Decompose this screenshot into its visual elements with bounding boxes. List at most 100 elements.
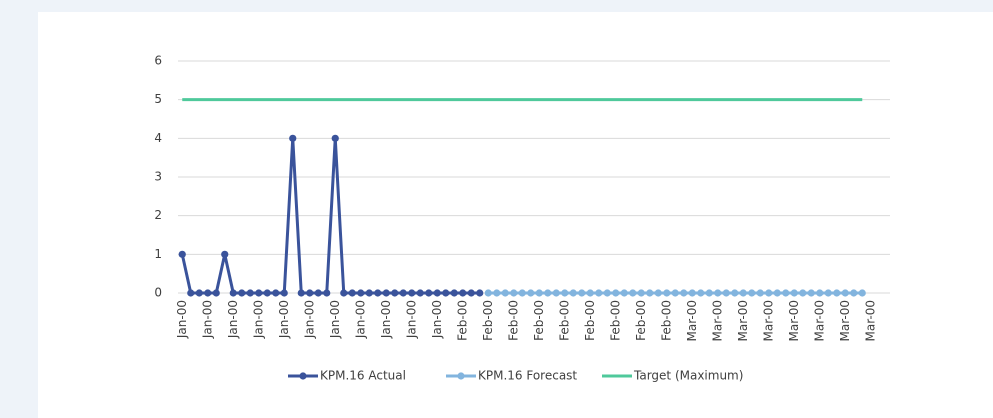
point: [773, 289, 781, 297]
x-tick-label: Mar-00: [685, 300, 699, 341]
point: [178, 250, 186, 258]
point: [331, 134, 339, 142]
point: [187, 289, 195, 297]
point: [663, 289, 671, 297]
point: [705, 289, 713, 297]
point: [263, 289, 271, 297]
point: [195, 289, 203, 297]
point: [765, 289, 773, 297]
x-tick-label: Mar-00: [761, 300, 775, 341]
x-tick-label: Mar-00: [863, 300, 877, 341]
point: [680, 289, 688, 297]
x-tick-label: Jan-00: [404, 300, 418, 339]
point: [833, 289, 841, 297]
point: [807, 289, 815, 297]
point: [272, 289, 280, 297]
point: [425, 289, 433, 297]
point: [671, 289, 679, 297]
point: [620, 289, 628, 297]
point: [204, 289, 212, 297]
x-tick-label: Feb-00: [455, 300, 469, 341]
x-tick-label: Jan-00: [302, 300, 316, 339]
y-tick-label: 1: [154, 247, 162, 261]
x-tick-label: Feb-00: [583, 300, 597, 341]
chart-panel: [38, 12, 993, 418]
point: [306, 289, 314, 297]
legend-item: KPM.16 Forecast: [446, 369, 577, 383]
legend-marker: [299, 372, 307, 380]
point: [731, 289, 739, 297]
x-tick-label: Feb-00: [659, 300, 673, 341]
point: [280, 289, 288, 297]
point: [476, 289, 484, 297]
x-tick-label: Feb-00: [634, 300, 648, 341]
point: [569, 289, 577, 297]
legend-item: KPM.16 Actual: [288, 369, 406, 383]
x-tick-label: Jan-00: [175, 300, 189, 339]
x-tick-label: Jan-00: [430, 300, 444, 339]
x-tick-label: Jan-00: [328, 300, 342, 339]
x-tick-label: Jan-00: [379, 300, 393, 339]
point: [714, 289, 722, 297]
x-tick-label: Jan-00: [200, 300, 214, 339]
x-tick-label: Feb-00: [481, 300, 495, 341]
point: [756, 289, 764, 297]
point: [816, 289, 824, 297]
point: [459, 289, 467, 297]
x-tick-label: Mar-00: [812, 300, 826, 341]
legend-label: Target (Maximum): [633, 369, 743, 383]
x-tick-label: Jan-00: [353, 300, 367, 339]
point: [654, 289, 662, 297]
x-tick-label: Mar-00: [710, 300, 724, 341]
point: [450, 289, 458, 297]
point: [603, 289, 611, 297]
point: [790, 289, 798, 297]
point: [722, 289, 730, 297]
point: [442, 289, 450, 297]
y-tick-label: 3: [154, 170, 162, 184]
point: [544, 289, 552, 297]
point: [782, 289, 790, 297]
point: [748, 289, 756, 297]
point: [382, 289, 390, 297]
x-tick-label: Feb-00: [506, 300, 520, 341]
point: [323, 289, 331, 297]
y-tick-label: 4: [154, 131, 162, 145]
x-tick-label: Feb-00: [532, 300, 546, 341]
y-tick-label: 5: [154, 92, 162, 106]
point: [518, 289, 526, 297]
point: [297, 289, 305, 297]
point: [799, 289, 807, 297]
point: [688, 289, 696, 297]
point: [612, 289, 620, 297]
point: [221, 250, 229, 258]
point: [697, 289, 705, 297]
point: [501, 289, 509, 297]
x-tick-label: Jan-00: [226, 300, 240, 339]
point: [535, 289, 543, 297]
point: [229, 289, 237, 297]
point: [552, 289, 560, 297]
point: [527, 289, 535, 297]
point: [246, 289, 254, 297]
point: [212, 289, 220, 297]
point: [399, 289, 407, 297]
point: [841, 289, 849, 297]
point: [510, 289, 518, 297]
point: [493, 289, 501, 297]
y-tick-label: 6: [154, 54, 162, 68]
point: [238, 289, 246, 297]
x-tick-label: Mar-00: [787, 300, 801, 341]
point: [408, 289, 416, 297]
point: [561, 289, 569, 297]
point: [824, 289, 832, 297]
x-tick-label: Feb-00: [608, 300, 622, 341]
point: [374, 289, 382, 297]
point: [255, 289, 263, 297]
point: [646, 289, 654, 297]
point: [629, 289, 637, 297]
point: [289, 134, 297, 142]
y-tick-label: 2: [154, 208, 162, 222]
point: [357, 289, 365, 297]
point: [586, 289, 594, 297]
